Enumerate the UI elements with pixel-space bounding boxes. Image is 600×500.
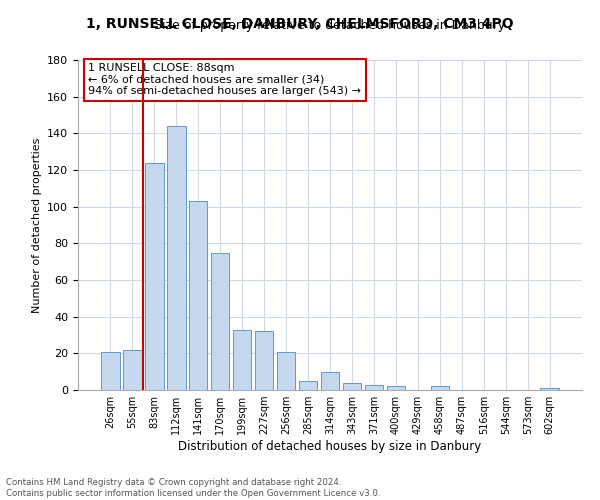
- Bar: [365, 384, 383, 390]
- Bar: [167, 126, 185, 390]
- Bar: [145, 162, 164, 390]
- Bar: [123, 350, 142, 390]
- Bar: [541, 388, 559, 390]
- X-axis label: Distribution of detached houses by size in Danbury: Distribution of detached houses by size …: [178, 440, 482, 453]
- Bar: [386, 386, 405, 390]
- Bar: [233, 330, 251, 390]
- Y-axis label: Number of detached properties: Number of detached properties: [32, 138, 41, 312]
- Bar: [343, 382, 361, 390]
- Bar: [189, 201, 208, 390]
- Bar: [255, 332, 274, 390]
- Bar: [299, 381, 317, 390]
- Text: 1, RUNSELL CLOSE, DANBURY, CHELMSFORD, CM3 4PQ: 1, RUNSELL CLOSE, DANBURY, CHELMSFORD, C…: [86, 18, 514, 32]
- Bar: [101, 352, 119, 390]
- Text: 1 RUNSELL CLOSE: 88sqm
← 6% of detached houses are smaller (34)
94% of semi-deta: 1 RUNSELL CLOSE: 88sqm ← 6% of detached …: [88, 64, 361, 96]
- Bar: [431, 386, 449, 390]
- Text: Contains HM Land Registry data © Crown copyright and database right 2024.
Contai: Contains HM Land Registry data © Crown c…: [6, 478, 380, 498]
- Title: Size of property relative to detached houses in Danbury: Size of property relative to detached ho…: [154, 20, 506, 32]
- Bar: [277, 352, 295, 390]
- Bar: [211, 252, 229, 390]
- Bar: [320, 372, 340, 390]
